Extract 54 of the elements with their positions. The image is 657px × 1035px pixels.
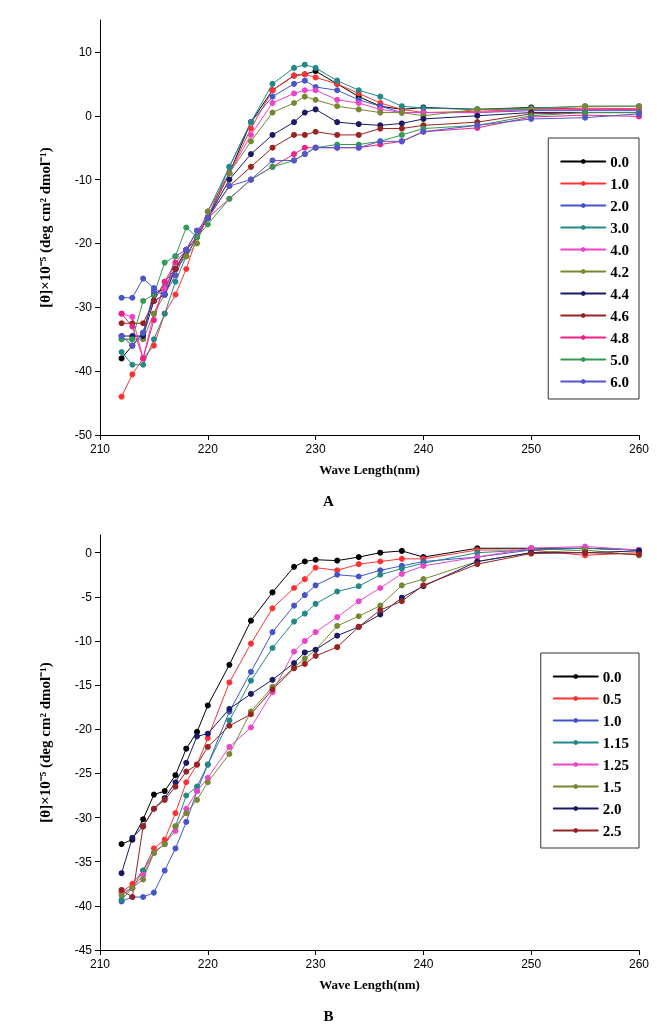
legend-label: 2.0 — [602, 800, 622, 817]
y-tick-label: -45 — [74, 943, 93, 957]
y-tick-label: -35 — [74, 854, 93, 869]
y-axis-title: [θ]×10⁻⁵ (deg cm² dmol⁻¹) — [36, 147, 54, 308]
text: B — [323, 1007, 334, 1024]
legend-label: 2.5 — [602, 822, 622, 839]
y-axis-title: [θ]×10⁻⁵ (deg cm² dmol⁻¹) — [36, 662, 54, 823]
x-tick-label: 210 — [89, 442, 111, 456]
x-tick-label: 260 — [628, 442, 650, 456]
y-tick-label: -20 — [74, 236, 93, 251]
y-tick-label: 0 — [85, 108, 93, 123]
x-tick-label: 250 — [521, 957, 542, 971]
legend-label: 4.8 — [610, 329, 629, 346]
y-tick-label: -10 — [74, 172, 93, 187]
legend-label: 4.4 — [610, 285, 630, 302]
y-tick-label: 0 — [85, 545, 93, 560]
legend-label: 5.0 — [610, 351, 629, 368]
x-tick-label: 250 — [521, 442, 542, 456]
y-tick-label: -40 — [74, 364, 93, 379]
x-tick-label: 220 — [197, 442, 219, 456]
legend-label: 0.0 — [602, 668, 622, 685]
x-tick-label: 240 — [413, 442, 434, 456]
legend-label: 4.0 — [610, 241, 629, 258]
x-tick-label: 260 — [628, 957, 650, 971]
legend-label: 6.0 — [610, 373, 629, 390]
legend-label: 2.0 — [610, 197, 629, 214]
legend-label: 3.0 — [610, 219, 629, 236]
legend-label: 4.6 — [610, 307, 630, 324]
y-tick-label: -30 — [74, 810, 93, 825]
legend-label: 1.0 — [610, 175, 629, 192]
y-tick-label: -50 — [74, 428, 93, 442]
legend-label: 0.5 — [602, 690, 622, 707]
y-tick-label: -40 — [74, 898, 93, 913]
x-tick-label: 220 — [197, 957, 219, 971]
legend-label: 1.25 — [602, 756, 629, 773]
legend-label: 1.5 — [602, 778, 622, 795]
legend-label: 1.0 — [602, 712, 622, 729]
legend-label: 0.0 — [610, 153, 629, 170]
x-tick-label: 210 — [89, 957, 111, 971]
x-axis-title: Wave Length(nm) — [319, 462, 420, 477]
y-tick-label: -25 — [74, 766, 93, 781]
legend-label: 4.2 — [610, 263, 629, 280]
y-tick-label: -5 — [81, 589, 93, 604]
y-tick-label: -15 — [74, 678, 93, 693]
x-axis-title: Wave Length(nm) — [319, 977, 420, 992]
y-tick-label: -30 — [74, 300, 93, 315]
y-tick-label: 10 — [78, 44, 93, 59]
legend-label: 1.15 — [602, 734, 629, 751]
x-tick-label: 230 — [305, 957, 326, 971]
x-tick-label: 230 — [305, 442, 326, 456]
text: A — [323, 492, 335, 509]
y-tick-label: -10 — [74, 633, 93, 648]
x-tick-label: 240 — [413, 957, 434, 971]
y-tick-label: -20 — [74, 722, 93, 737]
